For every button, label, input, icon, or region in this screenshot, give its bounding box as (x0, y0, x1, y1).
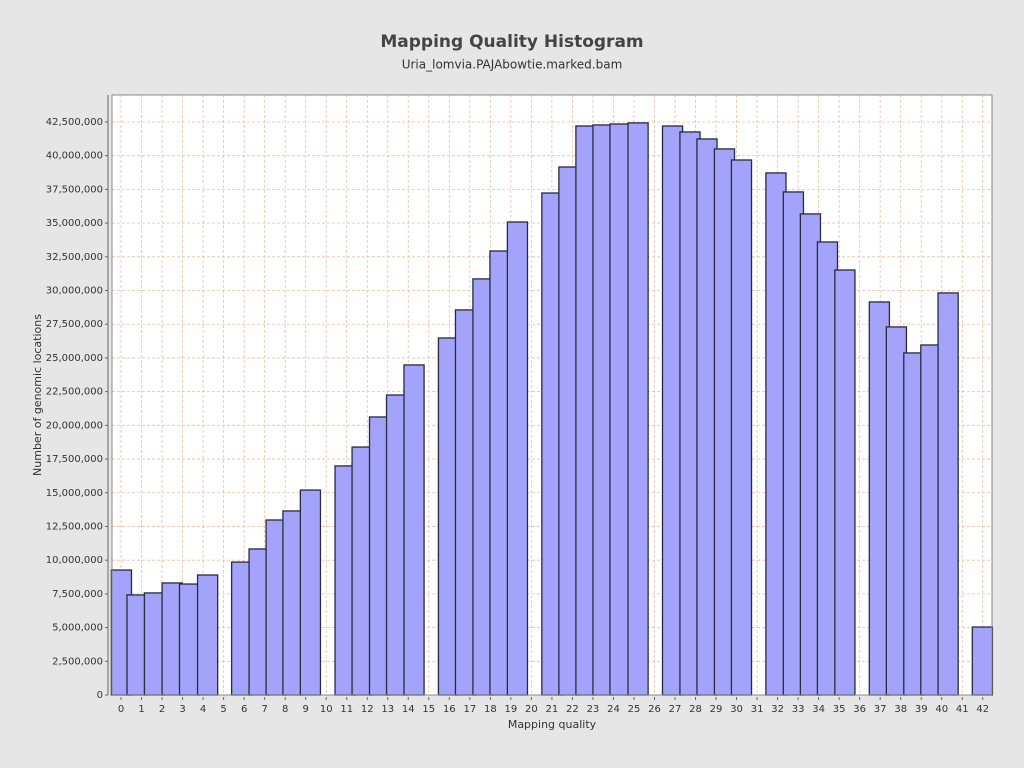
y-tick-label: 30,000,000 (46, 286, 103, 297)
chart-title: Mapping Quality Histogram (380, 32, 643, 52)
x-tick-label: 19 (504, 704, 517, 715)
y-tick-label: 35,000,000 (46, 218, 103, 229)
x-tick-label: 36 (853, 704, 866, 715)
x-tick-label: 9 (302, 704, 308, 715)
x-tick-label: 15 (422, 704, 435, 715)
x-axis-label: Mapping quality (508, 718, 597, 731)
x-tick-label: 8 (282, 704, 288, 715)
bar (506, 221, 529, 696)
x-tick-label: 21 (546, 704, 559, 715)
y-tick-label: 10,000,000 (46, 555, 103, 566)
x-tick-label: 10 (320, 704, 333, 715)
y-tick-label: 37,500,000 (46, 184, 103, 195)
x-tick-label: 37 (874, 704, 887, 715)
x-tick-label: 26 (648, 704, 661, 715)
y-tick-label: 27,500,000 (46, 319, 103, 330)
y-tick-label: 42,500,000 (46, 117, 103, 128)
bar (937, 292, 959, 696)
bar (609, 123, 631, 696)
plot-border (111, 94, 993, 696)
x-tick-label: 4 (200, 704, 206, 715)
x-tick-label: 25 (628, 704, 641, 715)
x-tick-label: 35 (833, 704, 846, 715)
x-tick-label: 3 (179, 704, 185, 715)
x-tick-label: 42 (976, 704, 989, 715)
y-tick-label: 0 (97, 690, 103, 701)
bar (403, 364, 425, 696)
bar (834, 269, 856, 696)
y-tick-label: 15,000,000 (46, 488, 103, 499)
x-tick-label: 22 (566, 704, 579, 715)
x-tick-label: 24 (607, 704, 620, 715)
x-tick-label: 20 (525, 704, 538, 715)
chart-subtitle: Uria_lomvia.PAJAbowtie.marked.bam (402, 58, 623, 72)
x-tick-label: 13 (381, 704, 394, 715)
x-tick-label: 39 (915, 704, 928, 715)
bar (178, 583, 201, 696)
bar (196, 574, 219, 696)
x-tick-label: 33 (792, 704, 805, 715)
x-tick-label: 17 (463, 704, 476, 715)
x-tick-label: 28 (689, 704, 702, 715)
x-tick-label: 7 (261, 704, 267, 715)
y-tick-label: 22,500,000 (46, 387, 103, 398)
x-tick-label: 27 (669, 704, 682, 715)
x-tick-label: 41 (956, 704, 969, 715)
x-tick-label: 34 (812, 704, 825, 715)
x-tick-label: 12 (361, 704, 374, 715)
bar (730, 159, 753, 696)
bar (299, 489, 322, 696)
x-tick-label: 16 (443, 704, 456, 715)
x-tick-label: 40 (935, 704, 948, 715)
x-tick-label: 30 (730, 704, 743, 715)
x-tick-label: 11 (340, 704, 353, 715)
x-tick-label: 29 (710, 704, 723, 715)
bar (971, 626, 994, 696)
y-tick-label: 17,500,000 (46, 454, 103, 465)
y-tick-label: 2,500,000 (52, 656, 103, 667)
x-tick-label: 0 (118, 704, 124, 715)
x-tick-label: 32 (771, 704, 784, 715)
y-tick-label: 5,000,000 (52, 623, 103, 634)
y-tick-label: 32,500,000 (46, 252, 103, 263)
y-tick-label: 12,500,000 (46, 521, 103, 532)
x-tick-label: 38 (894, 704, 907, 715)
y-tick-label: 20,000,000 (46, 420, 103, 431)
x-tick-label: 5 (220, 704, 226, 715)
y-axis-label: Number of genomic locations (31, 314, 44, 476)
y-tick-label: 25,000,000 (46, 353, 103, 364)
x-tick-label: 1 (138, 704, 144, 715)
x-tick-label: 2 (159, 704, 165, 715)
bar (627, 122, 649, 696)
y-tick-label: 7,500,000 (52, 589, 103, 600)
x-tick-label: 23 (587, 704, 600, 715)
x-tick-label: 14 (402, 704, 415, 715)
x-tick-label: 31 (751, 704, 764, 715)
y-tick-label: 40,000,000 (46, 151, 103, 162)
x-tick-label: 18 (484, 704, 497, 715)
x-tick-label: 6 (241, 704, 247, 715)
